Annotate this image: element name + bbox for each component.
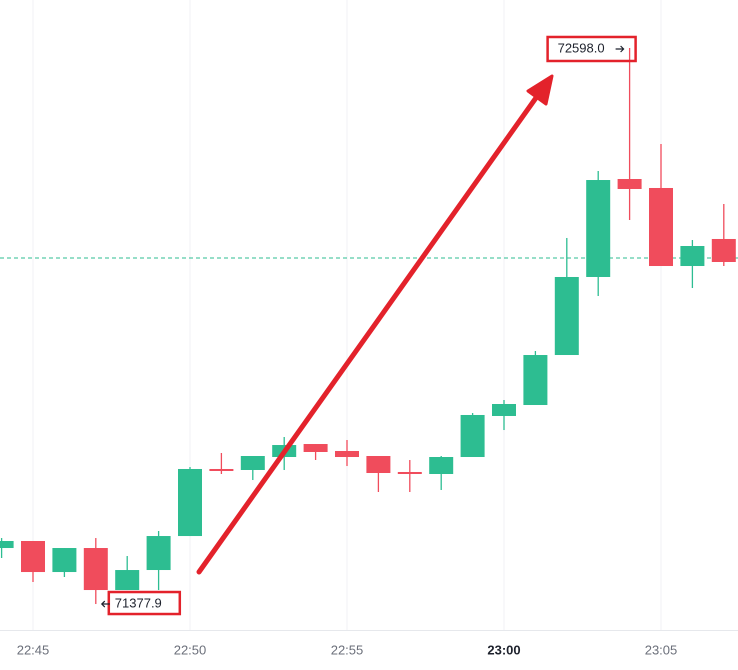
- candle-body: [83, 548, 108, 591]
- price-labels: 72598.0 71377.9: [100, 35, 637, 616]
- arrow-icon: [100, 600, 110, 608]
- candle-body: [21, 540, 45, 573]
- candle-body: [52, 548, 77, 573]
- candle-body: [711, 238, 736, 262]
- candle-body: [335, 450, 359, 458]
- candle-body: [680, 246, 705, 267]
- candle-body: [209, 468, 234, 471]
- candle-body: [429, 457, 454, 475]
- candle-body: [178, 468, 202, 537]
- highlight-box: [546, 35, 637, 63]
- annotation-arrow: [196, 74, 554, 575]
- x-tick-label: 22:55: [331, 642, 364, 657]
- highlight-box: [107, 590, 182, 616]
- candle-body: [554, 276, 579, 356]
- candle-body: [492, 404, 516, 416]
- x-tick-label: 22:50: [174, 642, 207, 657]
- candle-body: [303, 444, 328, 452]
- candle-body: [617, 179, 642, 189]
- candle-body: [0, 540, 14, 549]
- min-label: 71377.9: [115, 595, 162, 610]
- candle-body: [115, 570, 140, 591]
- candle-body: [460, 414, 485, 458]
- candle-body: [397, 471, 422, 475]
- x-tick-label: 23:00: [487, 642, 520, 657]
- candle-body: [649, 187, 673, 267]
- candle-body: [366, 456, 391, 474]
- x-tick-label: 23:05: [645, 642, 678, 657]
- candle-body: [146, 536, 171, 571]
- candle-body: [586, 180, 611, 277]
- max-label: 72598.0: [558, 40, 605, 55]
- candle-body: [523, 355, 548, 406]
- arrow-icon: [615, 45, 625, 53]
- candle-body: [240, 456, 265, 470]
- x-tick-label: 22:45: [17, 642, 50, 657]
